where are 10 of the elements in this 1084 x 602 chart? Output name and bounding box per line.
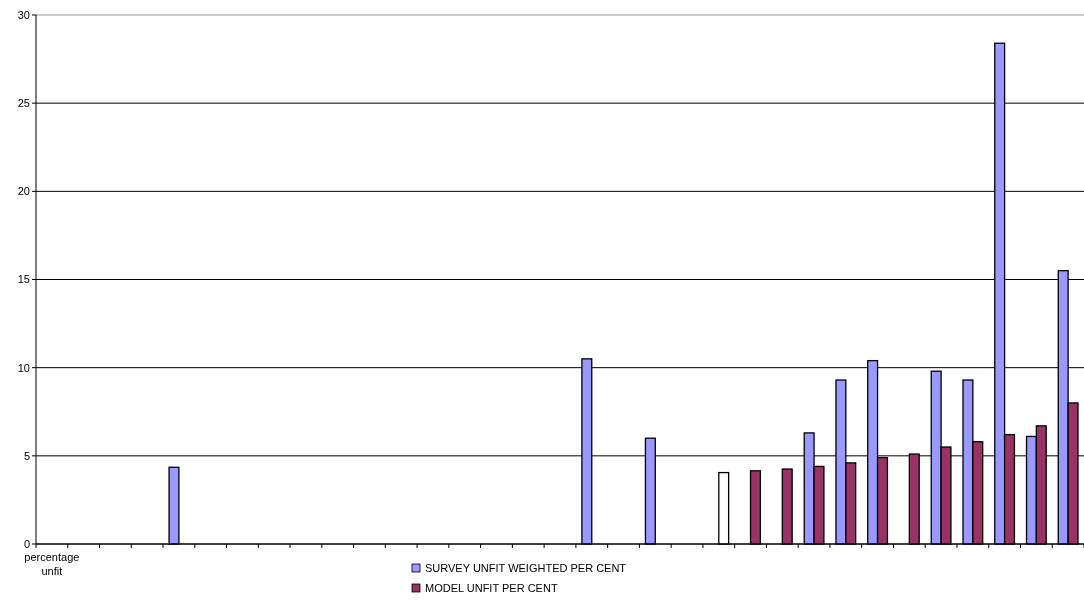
y-tick-label: 30: [17, 8, 30, 21]
y-tick-label: 0: [23, 537, 30, 550]
y-tick-label: 5: [23, 449, 30, 462]
y-tick-label: 25: [17, 97, 30, 110]
y-tick-label: 10: [17, 361, 30, 374]
y-tick-label: 15: [17, 273, 30, 286]
legend-label: SURVEY UNFIT WEIGHTED PER CENT: [425, 561, 627, 574]
x-tick-label: percentage unfit: [24, 551, 80, 577]
legend-label: MODEL UNFIT PER CENT: [425, 581, 558, 594]
y-tick-label: 20: [17, 185, 30, 198]
